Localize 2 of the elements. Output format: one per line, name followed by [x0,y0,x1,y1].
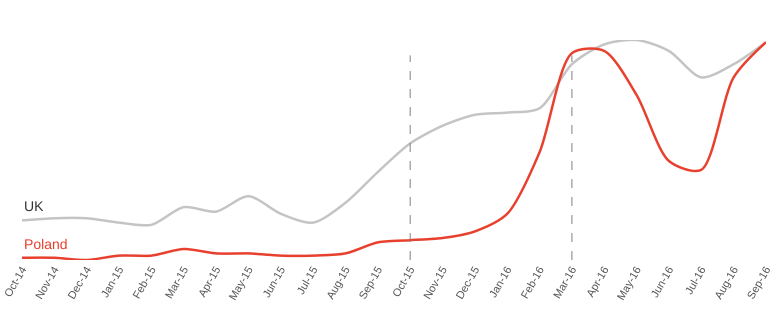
series-label: Poland [24,236,68,252]
series-label: UK [24,198,44,214]
